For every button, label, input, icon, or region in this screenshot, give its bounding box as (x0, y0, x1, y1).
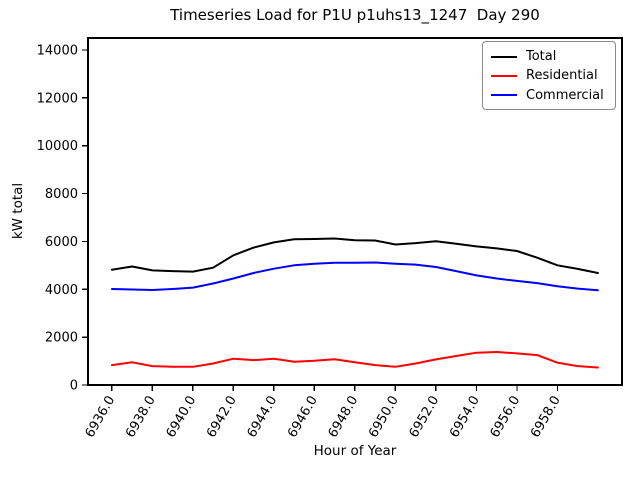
x-tick-label: 6938.0 (123, 394, 159, 441)
legend-entry-total: Total (491, 47, 607, 66)
series-total-line (110, 237, 599, 274)
legend-label-residential: Residential (526, 68, 598, 84)
x-tick-label: 6950.0 (366, 394, 402, 441)
series-residential-line (110, 351, 599, 369)
residential-line-swatch (491, 74, 517, 77)
x-tick-label: 6954.0 (447, 394, 483, 441)
y-tick-label: 14000 (37, 43, 78, 58)
x-tick-label: 6946.0 (285, 394, 321, 441)
series-commercial-line (110, 261, 599, 292)
y-tick-label: 10000 (37, 139, 78, 154)
commercial-line-swatch (491, 94, 517, 97)
x-tick-label: 6948.0 (326, 394, 362, 441)
y-tick-label: 8000 (45, 187, 78, 202)
legend-label-total: Total (526, 49, 557, 65)
x-tick-label: 6958.0 (528, 394, 564, 441)
x-axis-label: Hour of Year (313, 443, 397, 459)
y-tick-label: 6000 (45, 235, 78, 250)
chart-title: Timeseries Load for P1U p1uhs13_1247 Day… (170, 6, 540, 24)
y-tick-label: 0 (70, 379, 78, 394)
legend-entry-commercial: Commercial (491, 86, 607, 105)
x-tick-label: 6936.0 (83, 394, 119, 441)
legend: Total Residential Commercial (482, 41, 616, 110)
x-tick-label: 6942.0 (204, 394, 240, 441)
x-tick-label: 6952.0 (407, 394, 443, 441)
x-tick-label: 6956.0 (488, 394, 524, 441)
x-tick-label: 6944.0 (245, 394, 281, 441)
y-tick-label: 2000 (45, 331, 78, 346)
total-line-swatch (491, 55, 517, 58)
y-tick-label: 4000 (45, 283, 78, 298)
legend-entry-residential: Residential (491, 66, 607, 85)
y-tick-label: 12000 (37, 91, 78, 106)
x-tick-label: 6940.0 (164, 394, 200, 441)
legend-label-commercial: Commercial (526, 87, 604, 103)
axes-spines (87, 37, 623, 386)
